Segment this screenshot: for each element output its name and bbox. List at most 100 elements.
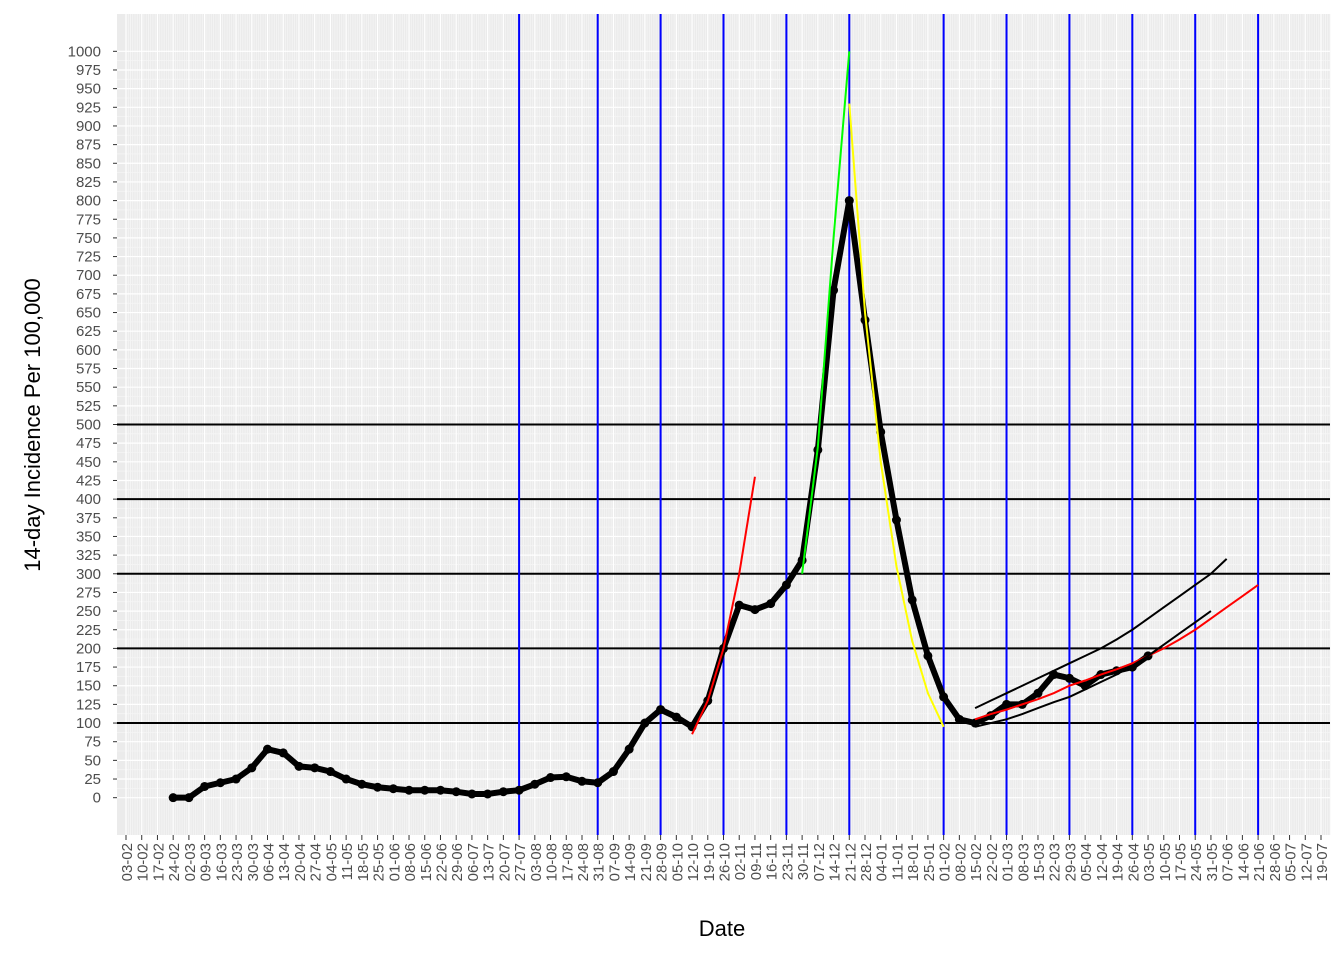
x-tick-label: 05-07 (1283, 843, 1300, 881)
data-point (1002, 699, 1012, 709)
y-tick-label: 825 (76, 174, 101, 191)
x-tick-label: 31-05 (1204, 843, 1221, 881)
x-tick-label: 27-07 (512, 843, 529, 881)
x-tick-label: 20-07 (496, 843, 513, 881)
y-tick-label: 525 (76, 398, 101, 415)
x-tick-label: 18-05 (355, 843, 372, 881)
y-tick-label: 850 (76, 155, 101, 172)
x-tick-label: 03-05 (1141, 843, 1158, 881)
data-point (435, 785, 445, 795)
fit-line (801, 51, 851, 574)
x-tick-label: 04-01 (874, 843, 891, 881)
x-tick-label: 13-07 (481, 843, 498, 881)
data-point (624, 744, 634, 754)
data-point (388, 784, 398, 794)
y-tick-label: 500 (76, 417, 101, 434)
data-point (184, 793, 194, 803)
x-tick-label: 18-01 (905, 843, 922, 881)
data-point (640, 718, 650, 728)
x-tick-label: 29-03 (1062, 843, 1079, 881)
x-tick-label: 19-07 (1314, 843, 1331, 881)
data-point (656, 705, 666, 715)
data-point (263, 744, 273, 754)
y-tick-label: 550 (76, 379, 101, 396)
x-tick-label: 21-06 (1251, 843, 1268, 881)
x-tick-label: 20-04 (292, 843, 309, 881)
x-tick-label: 07-09 (606, 843, 623, 881)
data-point (168, 793, 178, 803)
x-tick-label: 12-10 (685, 843, 702, 881)
x-tick-label: 05-10 (669, 843, 686, 881)
data-point (373, 782, 383, 792)
y-axis-title: 14-day Incidence Per 100,000 (20, 278, 45, 572)
x-tick-label: 01-03 (1000, 843, 1017, 881)
x-tick-label: 03-02 (119, 843, 136, 881)
x-tick-label: 25-05 (371, 843, 388, 881)
data-point (514, 785, 524, 795)
x-tick-label: 08-06 (402, 843, 419, 881)
data-point (750, 605, 760, 615)
x-tick-label: 15-03 (1031, 843, 1048, 881)
y-tick-label: 325 (76, 547, 101, 564)
y-tick-label: 775 (76, 211, 101, 228)
y-tick-label: 925 (76, 99, 101, 116)
data-point (923, 651, 933, 661)
data-point (483, 789, 493, 799)
fit-line (974, 584, 1259, 721)
x-tick-label: 05-04 (1078, 843, 1095, 881)
data-point (734, 600, 744, 610)
y-tick-label: 75 (84, 734, 101, 751)
x-tick-label: 07-06 (1220, 843, 1237, 881)
fit-line (974, 558, 1228, 710)
x-axis-title: Date (699, 916, 745, 941)
y-tick-label: 250 (76, 603, 101, 620)
y-tick-label: 950 (76, 81, 101, 98)
y-tick-label: 975 (76, 62, 101, 79)
x-tick-label: 09-11 (748, 843, 765, 880)
fit-line (848, 103, 945, 728)
x-tick-label: 22-03 (1047, 843, 1064, 881)
y-tick-label: 900 (76, 118, 101, 135)
data-point (341, 774, 351, 784)
y-tick-label: 0 (93, 790, 101, 807)
x-tick-label: 24-02 (166, 843, 183, 881)
data-point (561, 772, 571, 782)
x-tick-label: 08-03 (1015, 843, 1032, 881)
x-tick-label: 17-02 (150, 843, 167, 881)
data-point (546, 773, 556, 783)
x-tick-label: 07-12 (811, 843, 828, 881)
data-point (294, 761, 304, 771)
x-tick-label: 11-01 (889, 843, 906, 880)
data-point (404, 785, 414, 795)
x-tick-label: 26-10 (717, 843, 734, 881)
data-point (278, 748, 288, 758)
data-point (671, 712, 681, 722)
x-tick-label: 04-05 (323, 843, 340, 881)
x-tick-label: 30-03 (245, 843, 262, 881)
x-tick-label: 01-06 (386, 843, 403, 881)
x-tick-label: 10-08 (544, 843, 561, 881)
x-tick-label: 10-05 (1157, 843, 1174, 881)
y-tick-label: 350 (76, 528, 101, 545)
x-tick-label: 29-06 (449, 843, 466, 881)
y-tick-label: 800 (76, 193, 101, 210)
data-point (1064, 673, 1074, 683)
x-tick-label: 28-06 (1267, 843, 1284, 881)
y-tick-label: 750 (76, 230, 101, 247)
data-point (325, 767, 335, 777)
x-tick-label: 21-12 (842, 843, 859, 881)
y-tick-label: 275 (76, 584, 101, 601)
data-point (593, 778, 603, 788)
x-tick-label: 30-11 (795, 843, 812, 880)
y-tick-label: 300 (76, 566, 101, 583)
x-tick-label: 17-08 (559, 843, 576, 881)
data-point (829, 285, 839, 295)
data-point (844, 196, 854, 206)
x-tick-label: 24-08 (575, 843, 592, 881)
y-tick-label: 1000 (68, 43, 101, 60)
data-point (608, 767, 618, 777)
x-tick-label: 23-11 (779, 843, 796, 880)
y-tick-label: 200 (76, 640, 101, 657)
data-point (420, 785, 430, 795)
x-tick-label: 14-06 (1235, 843, 1252, 881)
